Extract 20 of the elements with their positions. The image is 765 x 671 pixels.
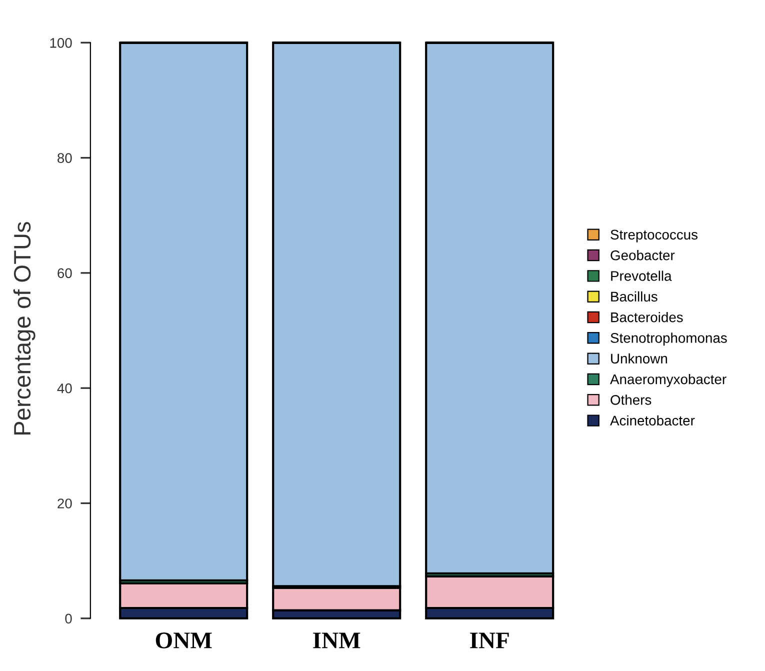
legend-label: Anaeromyxobacter [610,374,726,387]
y-tick-label: 80 [58,153,72,163]
legend-label: Bacteroides [611,312,683,322]
y-tick-label: 60 [58,268,72,278]
y-tick-label: 100 [50,38,72,48]
x-tick-label: INM [313,632,360,648]
legend-label: Unknown [611,353,668,364]
legend-label: Prevotella [611,270,672,281]
legend-label: Acinetobacter [610,415,695,426]
y-tick-label: 0 [65,614,72,624]
x-tick-label: INF [470,632,509,648]
y-tick-label: 40 [57,383,72,394]
legend-label: Streptococcus [610,230,698,242]
legend-label: Others [610,394,652,405]
y-axis-title: Percentage of OTUs [13,222,36,434]
y-tick-label: 20 [58,498,72,508]
legend-label: Geobacter [610,250,675,260]
x-tick-label: ONM [156,632,212,648]
legend-label: Bacillus [611,291,658,302]
legend-label: Stenotrophomonas [610,332,727,346]
